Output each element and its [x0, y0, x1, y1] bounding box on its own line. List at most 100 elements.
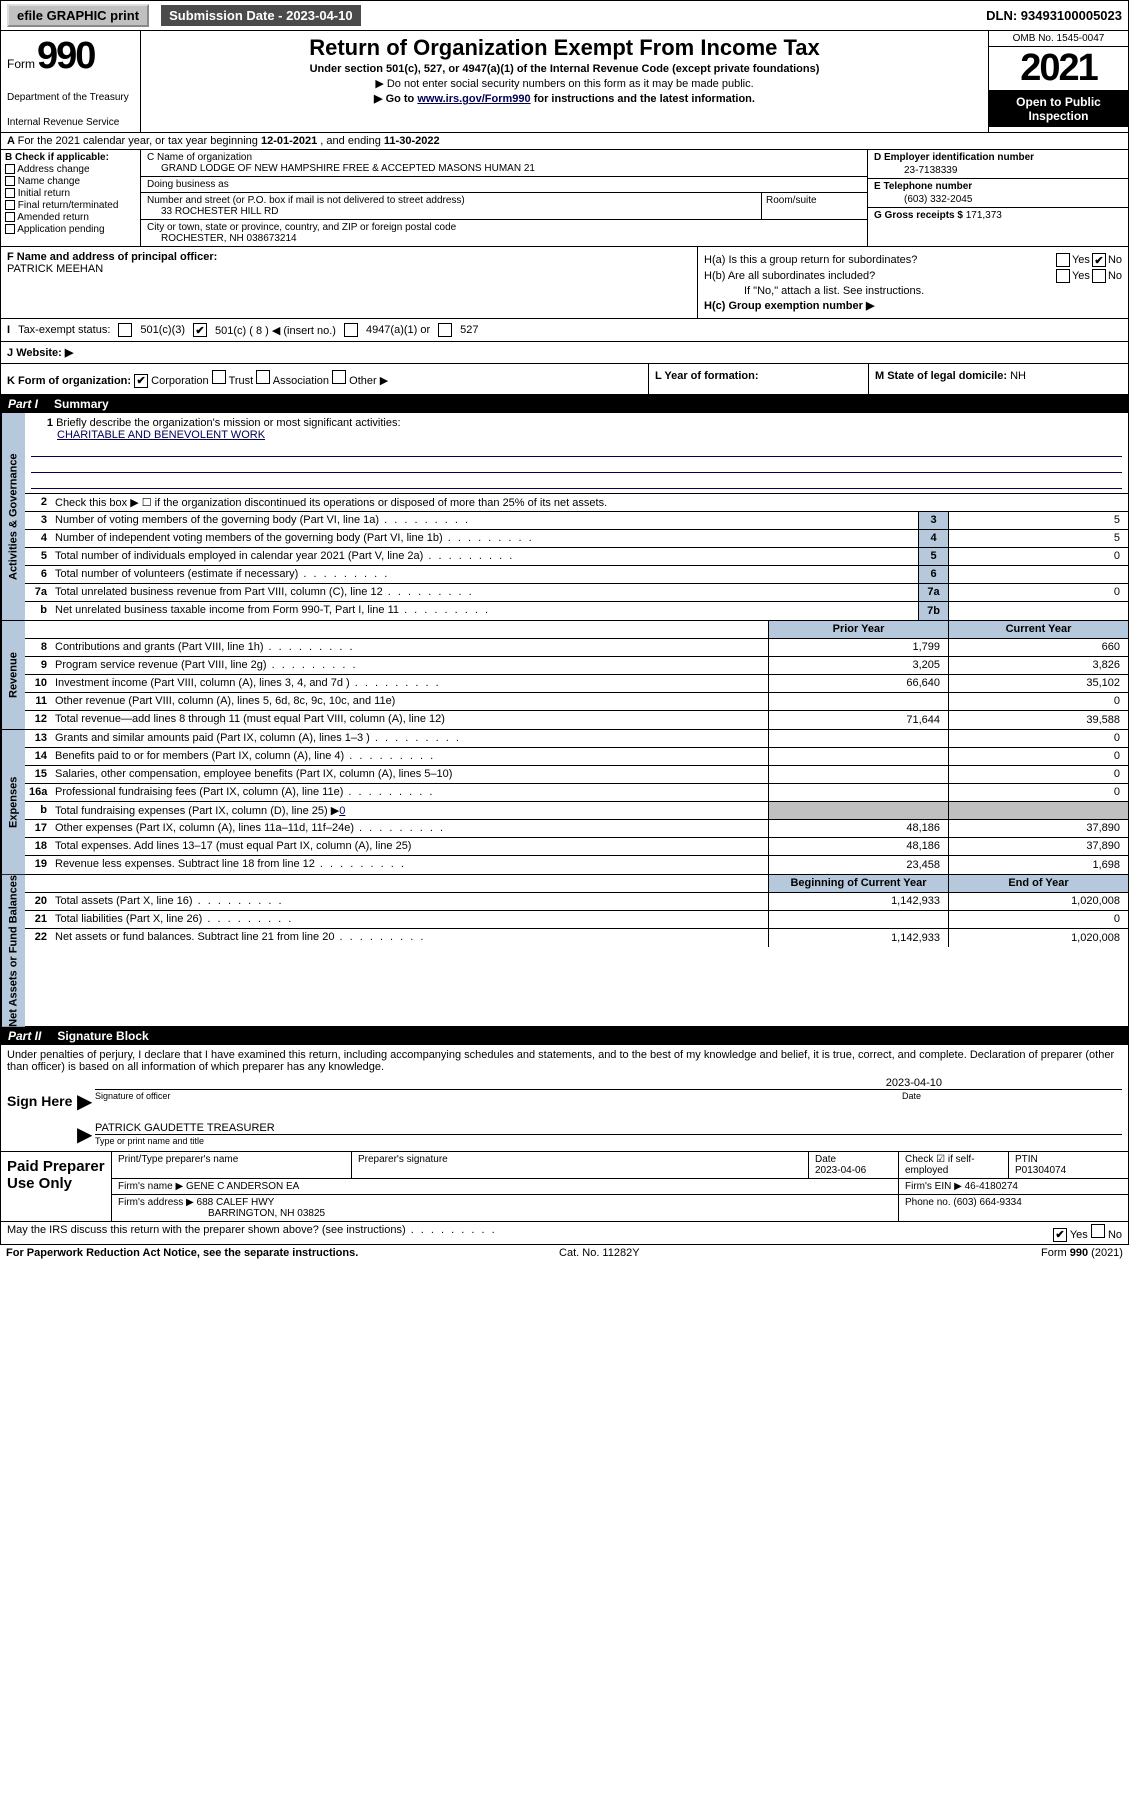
efile-print-button[interactable]: efile GRAPHIC print — [7, 4, 149, 27]
form990-link[interactable]: www.irs.gov/Form990 — [417, 93, 530, 105]
ein-value: 23-7138339 — [874, 165, 1122, 176]
sign-here: Sign Here — [7, 1077, 77, 1147]
q1-text: Briefly describe the organization's miss… — [56, 417, 400, 429]
v5: 0 — [948, 548, 1128, 565]
chk-initial[interactable] — [5, 188, 15, 198]
c15: 0 — [948, 766, 1128, 783]
ha-yes[interactable] — [1056, 253, 1070, 267]
na-section: Net Assets or Fund Balances Beginning of… — [0, 875, 1129, 1028]
part2-label: Part II — [8, 1029, 41, 1043]
b-amend: Amended return — [17, 212, 89, 223]
l17: Other expenses (Part IX, column (A), lin… — [51, 820, 768, 837]
p15 — [768, 766, 948, 783]
chk-527[interactable] — [438, 323, 452, 337]
tax-year: 2021 — [989, 47, 1128, 91]
chk-final[interactable] — [5, 200, 15, 210]
row-j: J Website: ▶ — [0, 342, 1129, 364]
q7a-text: Total unrelated business revenue from Pa… — [51, 584, 918, 601]
chk-assoc[interactable] — [256, 370, 270, 384]
chk-address[interactable] — [5, 164, 15, 174]
v6 — [948, 566, 1128, 583]
prep-date-label: Date — [815, 1154, 892, 1165]
chk-501c[interactable]: ✔ — [193, 323, 207, 337]
chk-other[interactable] — [332, 370, 346, 384]
chk-name[interactable] — [5, 176, 15, 186]
officer-name: PATRICK MEEHAN — [7, 263, 691, 275]
l19: Revenue less expenses. Subtract line 18 … — [51, 856, 768, 874]
ha-no[interactable]: ✔ — [1092, 253, 1106, 267]
col-d: D Employer identification number 23-7138… — [868, 150, 1128, 246]
org-name: GRAND LODGE OF NEW HAMPSHIRE FREE & ACCE… — [147, 163, 861, 174]
hc-label: H(c) Group exemption number ▶ — [704, 299, 1122, 312]
dept-treasury: Department of the Treasury — [7, 92, 134, 103]
goto-pre: ▶ Go to — [374, 93, 417, 105]
header-bar: efile GRAPHIC print Submission Date - 20… — [0, 0, 1129, 31]
pra-notice: For Paperwork Reduction Act Notice, see … — [6, 1247, 358, 1259]
part2-header: Part II Signature Block — [0, 1027, 1129, 1045]
form-id-block: Form 990 Department of the Treasury Inte… — [1, 31, 141, 132]
p8: 1,799 — [768, 639, 948, 656]
no-1: No — [1108, 254, 1122, 266]
c17: 37,890 — [948, 820, 1128, 837]
phone-value: (603) 332-2045 — [874, 194, 1122, 205]
goto-note: ▶ Go to www.irs.gov/Form990 for instruct… — [149, 92, 980, 105]
ptin-val: P01304074 — [1015, 1165, 1122, 1176]
firm-phone-label: Phone no. — [905, 1197, 951, 1208]
col-f: F Name and address of principal officer:… — [1, 247, 698, 318]
m-val: NH — [1010, 370, 1026, 382]
l21: Total liabilities (Part X, line 26) — [51, 911, 768, 928]
paid-preparer: Paid Preparer Use Only Print/Type prepar… — [0, 1152, 1129, 1222]
ty-begin: 12-01-2021 — [261, 135, 317, 147]
firm-ein: 46-4180274 — [965, 1181, 1018, 1192]
b-addr: Address change — [17, 164, 89, 175]
hb-yes[interactable] — [1056, 269, 1070, 283]
p10: 66,640 — [768, 675, 948, 692]
chk-4947[interactable] — [344, 323, 358, 337]
chk-trust[interactable] — [212, 370, 226, 384]
c9: 3,826 — [948, 657, 1128, 674]
l-label: L Year of formation: — [655, 370, 759, 382]
v7b — [948, 602, 1128, 620]
hb-no[interactable] — [1092, 269, 1106, 283]
col-b: B Check if applicable: Address change Na… — [1, 150, 141, 246]
sig-date-label: Date — [902, 1089, 1122, 1114]
i-label: Tax-exempt status: — [18, 324, 110, 336]
row-i: I Tax-exempt status: 501(c)(3) ✔501(c) (… — [0, 319, 1129, 342]
l12: Total revenue—add lines 8 through 11 (mu… — [51, 711, 768, 729]
k-label: K Form of organization: — [7, 375, 131, 387]
form-year-block: OMB No. 1545-0047 2021 Open to Public In… — [988, 31, 1128, 132]
vtab-rev: Revenue — [1, 621, 25, 729]
chk-app[interactable] — [5, 224, 15, 234]
l18: Total expenses. Add lines 13–17 (must eq… — [51, 838, 768, 855]
chk-corp[interactable]: ✔ — [134, 374, 148, 388]
b-label: B Check if applicable: — [5, 152, 136, 163]
c20: 1,020,008 — [948, 893, 1128, 910]
sig-arrow-icon: ▶ — [77, 1089, 95, 1114]
room-suite: Room/suite — [761, 193, 861, 219]
l13: Grants and similar amounts paid (Part IX… — [51, 730, 768, 747]
mission-text: CHARITABLE AND BENEVOLENT WORK — [57, 429, 265, 441]
chk-amended[interactable] — [5, 212, 15, 222]
b-final: Final return/terminated — [18, 200, 119, 211]
l14: Benefits paid to or for members (Part IX… — [51, 748, 768, 765]
gov-section: Activities & Governance 1 Briefly descri… — [0, 413, 1129, 621]
prep-date: 2023-04-06 — [815, 1165, 892, 1176]
p19: 23,458 — [768, 856, 948, 874]
c18: 37,890 — [948, 838, 1128, 855]
discuss-yes[interactable]: ✔ — [1053, 1228, 1067, 1242]
no-2: No — [1108, 270, 1122, 282]
city-label: City or town, state or province, country… — [147, 222, 861, 233]
i-o2: 501(c) ( 8 ) ◀ (insert no.) — [215, 324, 336, 337]
discuss-no[interactable] — [1091, 1224, 1105, 1238]
prior-hdr: Prior Year — [768, 621, 948, 638]
subtitle: Under section 501(c), 527, or 4947(a)(1)… — [149, 63, 980, 75]
row-klm: K Form of organization: ✔ Corporation Tr… — [0, 364, 1129, 395]
ha-label: H(a) Is this a group return for subordin… — [704, 254, 1056, 266]
exp-section: Expenses 13Grants and similar amounts pa… — [0, 730, 1129, 875]
chk-501c3[interactable] — [118, 323, 132, 337]
c19: 1,698 — [948, 856, 1128, 874]
l11: Other revenue (Part VIII, column (A), li… — [51, 693, 768, 710]
p18: 48,186 — [768, 838, 948, 855]
line-1: 1 Briefly describe the organization's mi… — [25, 413, 1128, 494]
vtab-na: Net Assets or Fund Balances — [1, 875, 25, 1027]
